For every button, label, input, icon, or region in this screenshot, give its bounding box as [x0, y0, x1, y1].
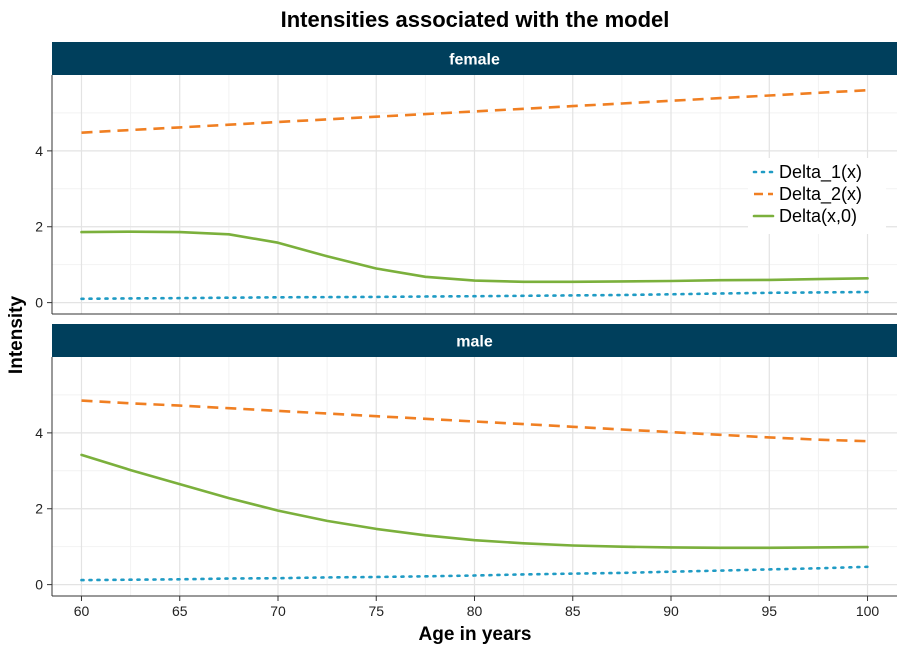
x-tick-label: 90: [663, 603, 679, 619]
x-tick-label: 85: [565, 603, 581, 619]
strip-male: [52, 324, 897, 357]
legend-label: Delta_2(x): [779, 184, 862, 205]
series-line-delta-1-x-: [80, 290, 869, 301]
x-axis-title: Age in years: [419, 624, 532, 645]
y-tick-label: 2: [35, 219, 43, 235]
strip-label-male: male: [456, 334, 493, 351]
x-tick-label: 100: [856, 603, 880, 619]
legend-background: [748, 158, 886, 234]
strip-label-female: female: [449, 52, 500, 69]
facet-male: male 0 2 4: [35, 324, 897, 597]
y-tick-label: 4: [35, 425, 43, 441]
x-tick-label: 70: [270, 603, 286, 619]
y-tick-label: 0: [35, 577, 43, 593]
x-tick-label: 60: [74, 603, 90, 619]
legend-label: Delta_1(x): [779, 162, 862, 183]
series-line-delta-2-x-: [81, 399, 868, 443]
chart-title: Intensities associated with the model: [281, 7, 670, 32]
y-tick-label: 2: [35, 501, 43, 517]
legend-label: Delta(x,0): [779, 206, 857, 226]
y-tick-label: 4: [35, 143, 43, 159]
facet-female: female 0 2 4 Delta_1(x)Delta_2(x)Delta(x,0): [35, 42, 897, 315]
facet-panels: female024Delta_1(x)Delta_2(x)Delta(x,0)m…: [35, 42, 897, 619]
x-tick-label: 80: [467, 603, 483, 619]
strip-female: [52, 42, 897, 75]
x-tick-label: 75: [368, 603, 384, 619]
y-tick-label: 0: [35, 295, 43, 311]
series-line-delta-1-x-: [80, 565, 869, 582]
x-tick-label: 65: [172, 603, 188, 619]
legend: Delta_1(x)Delta_2(x)Delta(x,0): [748, 158, 886, 234]
series-line-delta-x-0-: [80, 453, 869, 550]
series-line-delta-2-x-: [81, 88, 868, 134]
x-tick-label: 95: [761, 603, 777, 619]
series-line-delta-x-0-: [80, 230, 869, 284]
y-axis-title: Intensity: [6, 296, 27, 375]
